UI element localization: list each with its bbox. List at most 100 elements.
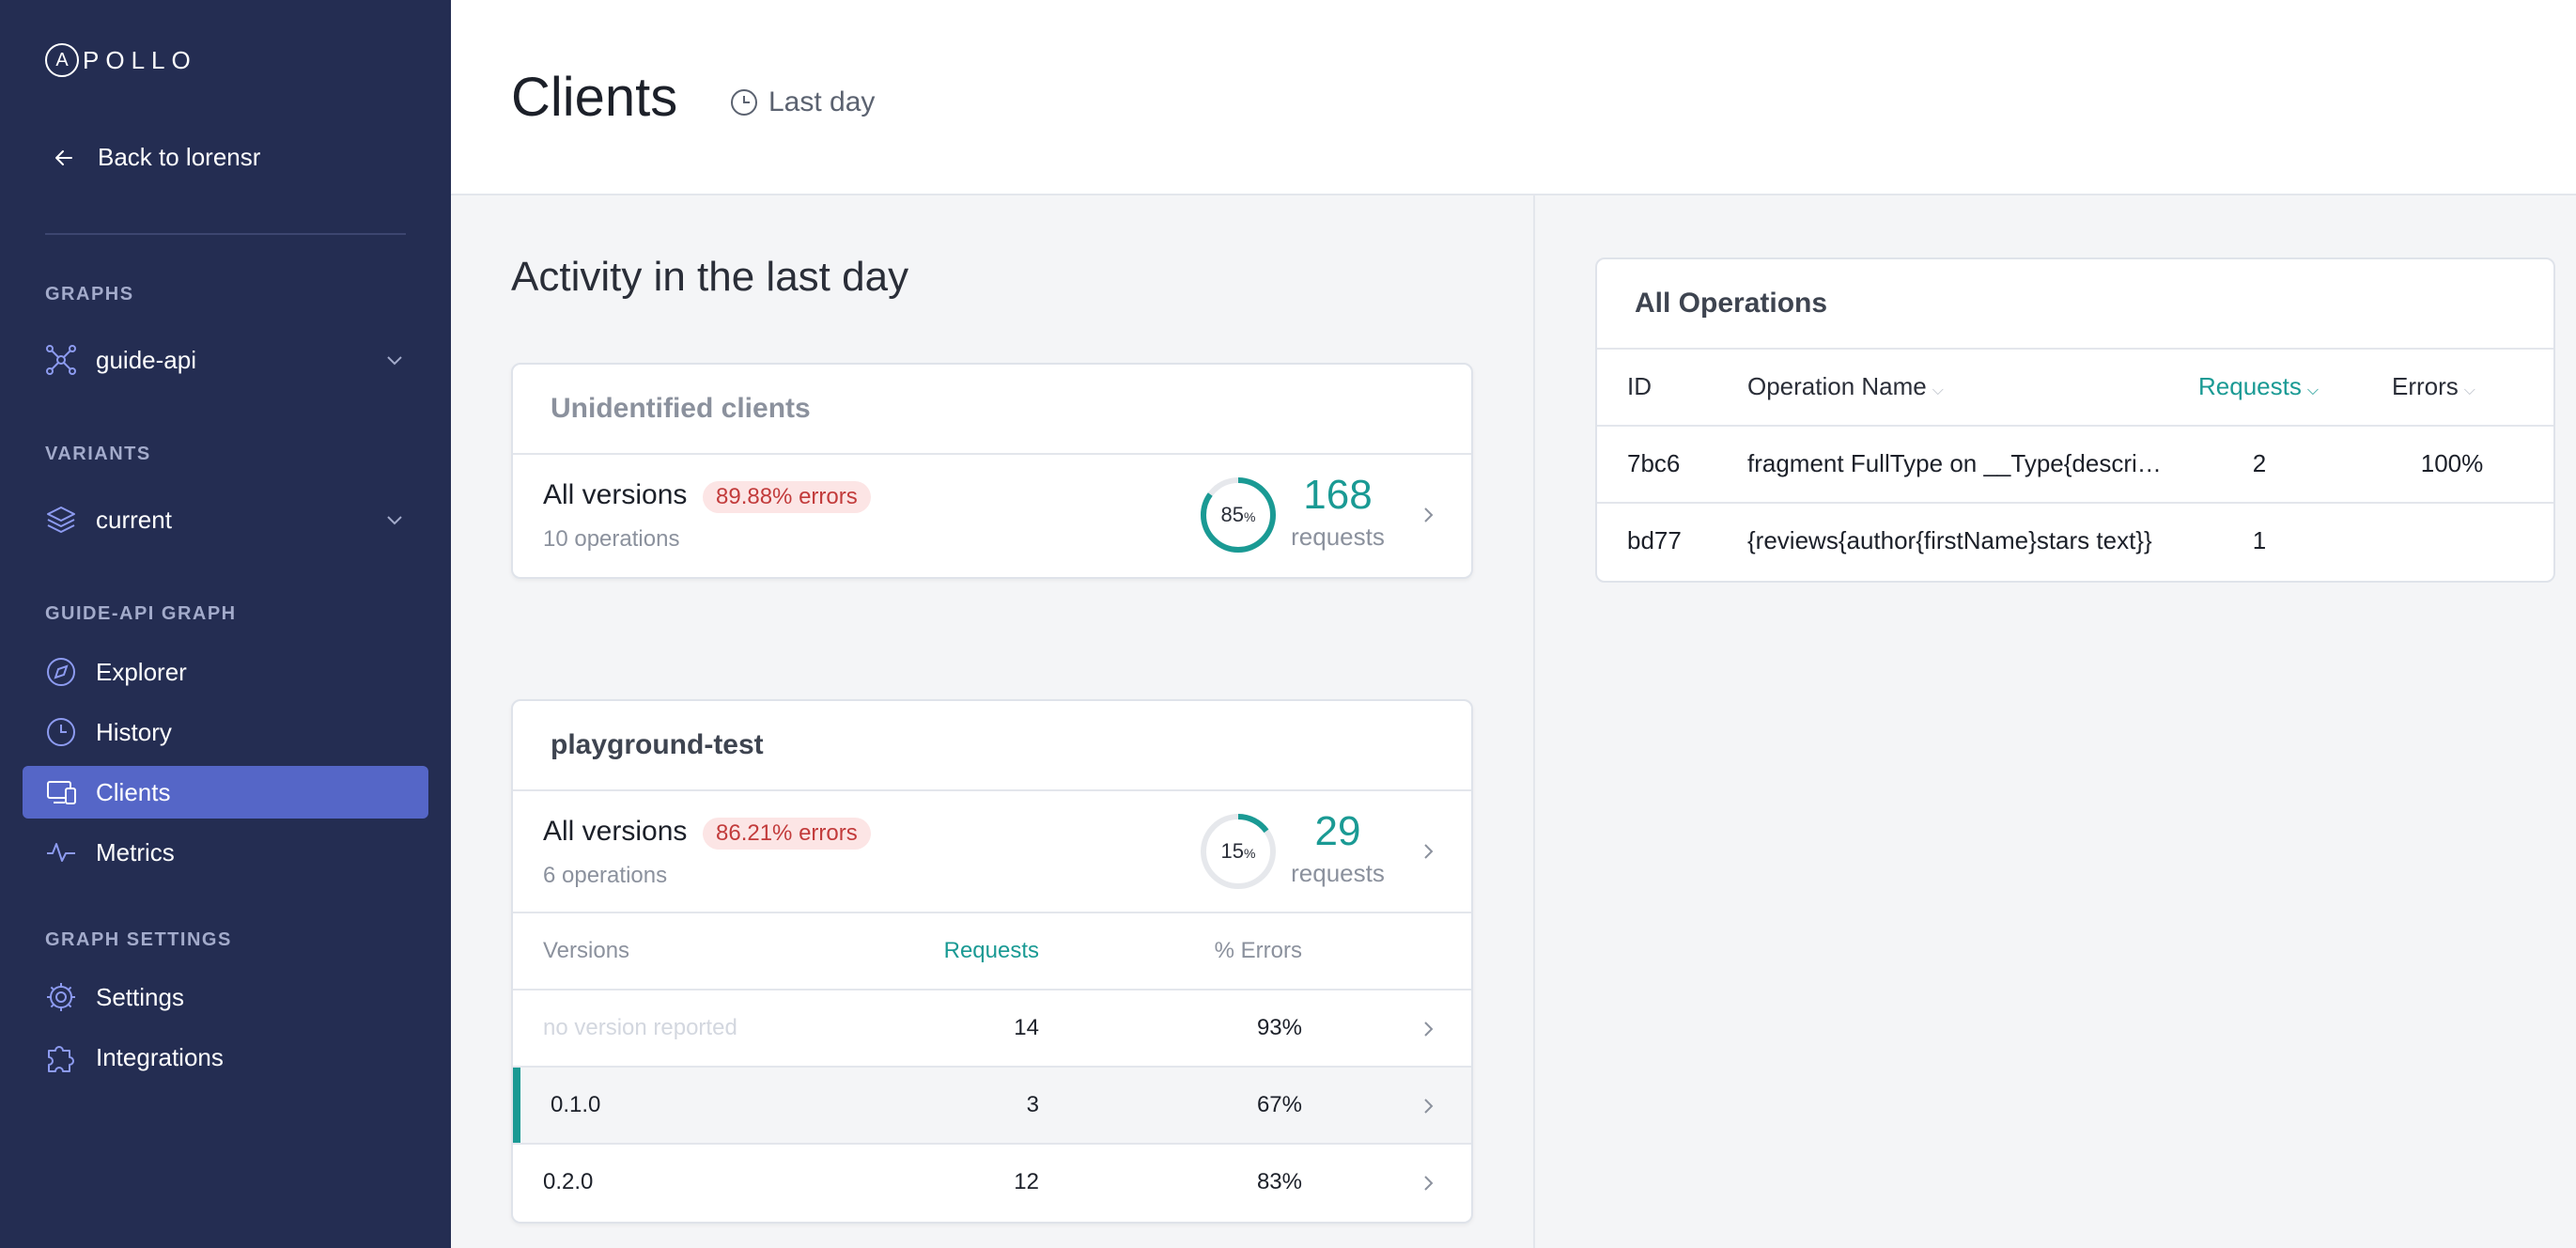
error-rate-badge: 89.88% errors: [703, 481, 871, 513]
version-errors: 93%: [1256, 1015, 1302, 1040]
column-divider: [1533, 195, 1535, 1248]
pulse-icon: [45, 836, 77, 868]
graph-section-label: GUIDE-API GRAPH: [45, 603, 237, 624]
sidebar-item-settings[interactable]: Settings: [23, 971, 428, 1023]
version-requests: 3: [1026, 1092, 1039, 1117]
client-name: playground-test: [513, 701, 1471, 791]
client-summary-row[interactable]: All versions 86.21% errors 6 operations …: [513, 791, 1471, 912]
operation-id: bd77: [1627, 526, 1682, 554]
logo-mark: A: [45, 43, 79, 77]
client-card-playground-test: playground-test All versions 86.21% erro…: [511, 699, 1473, 1224]
operation-errors: 100%: [2420, 449, 2484, 477]
version-row[interactable]: 0.2.0 12 83%: [513, 1143, 1471, 1220]
sort-caret-icon: ⌵: [2306, 382, 2319, 398]
chevron-right-icon: [1424, 1176, 1434, 1191]
chevron-down-icon: [387, 356, 402, 366]
column-header-label: Errors: [2392, 372, 2459, 400]
version-errors: 83%: [1256, 1169, 1302, 1194]
chevron-right-icon: [1424, 1022, 1434, 1037]
sidebar-item-label: Metrics: [96, 837, 175, 866]
request-share-value: 85: [1220, 503, 1245, 526]
sidebar: A POLLO Back to lorensr GRAPHS guide-api…: [0, 0, 451, 1248]
variant-name: current: [96, 505, 172, 534]
column-header-versions[interactable]: Versions: [543, 938, 630, 963]
request-share-donut: [1201, 477, 1276, 553]
apollo-logo[interactable]: A POLLO: [45, 43, 197, 77]
column-header-operation-name[interactable]: Operation Name ⌵: [1747, 372, 1944, 401]
compass-icon: [45, 656, 77, 688]
request-share-donut: [1201, 814, 1276, 889]
page-title: Clients: [511, 67, 678, 128]
graph-selector[interactable]: guide-api: [23, 334, 428, 386]
back-link[interactable]: Back to lorensr: [53, 143, 260, 172]
sort-caret-icon: ⌵: [1932, 382, 1944, 398]
sidebar-item-metrics[interactable]: Metrics: [23, 826, 428, 879]
version-requests: 12: [1014, 1169, 1039, 1194]
devices-icon: [45, 776, 77, 808]
all-operations-title: All Operations: [1597, 259, 2553, 350]
client-card-unidentified: Unidentified clients All versions 89.88%…: [511, 363, 1473, 579]
layers-icon: [45, 504, 77, 536]
sidebar-item-label: History: [96, 717, 172, 746]
request-count-label: requests: [1291, 523, 1385, 551]
sidebar-item-label: Explorer: [96, 657, 187, 686]
sidebar-item-clients[interactable]: Clients: [23, 766, 428, 819]
operation-row[interactable]: 7bc6 fragment FullType on __Type{descri……: [1597, 427, 2553, 504]
puzzle-icon: [45, 1041, 77, 1073]
sidebar-item-history[interactable]: History: [23, 706, 428, 758]
operation-name: fragment FullType on __Type{descri…: [1747, 449, 2162, 477]
sidebar-item-explorer[interactable]: Explorer: [23, 646, 428, 698]
sort-caret-icon: ⌵: [2463, 382, 2475, 398]
client-name: Unidentified clients: [513, 365, 1471, 455]
version-row[interactable]: no version reported 14 93%: [513, 989, 1471, 1066]
settings-section-label: GRAPH SETTINGS: [45, 929, 232, 950]
request-count: 29: [1314, 808, 1361, 854]
chevron-right-icon: [1424, 844, 1434, 859]
request-share-label: 15%: [1199, 812, 1278, 891]
clock-icon: [731, 89, 757, 116]
logo-text: POLLO: [83, 45, 197, 74]
operation-row[interactable]: bd77 {reviews{author{firstName}stars tex…: [1597, 504, 2553, 581]
request-share-arc: [1201, 814, 1276, 889]
section-title: Activity in the last day: [511, 254, 909, 300]
version-name: 0.1.0: [551, 1092, 601, 1117]
time-range-selector[interactable]: Last day: [729, 86, 875, 118]
column-header-requests[interactable]: Requests ⌵: [2198, 372, 2319, 401]
column-header-id[interactable]: ID: [1627, 372, 1652, 400]
column-header-label: Operation Name: [1747, 372, 1927, 400]
column-header-errors[interactable]: % Errors: [1214, 938, 1302, 963]
all-versions-label: All versions: [543, 816, 688, 847]
version-errors: 67%: [1256, 1092, 1302, 1117]
request-share-unit: %: [1244, 846, 1256, 861]
column-header-errors[interactable]: Errors ⌵: [2392, 372, 2475, 401]
operations-count: 6 operations: [543, 863, 668, 888]
variants-section-label: VARIANTS: [45, 444, 151, 464]
request-share-arc: [1201, 477, 1276, 553]
operation-name: {reviews{author{firstName}stars text}}: [1747, 526, 2152, 554]
graphs-section-label: GRAPHS: [45, 284, 134, 304]
selected-indicator: [513, 1068, 520, 1145]
request-share-unit: %: [1244, 509, 1256, 524]
sidebar-item-label: Integrations: [96, 1042, 224, 1071]
version-name: no version reported: [543, 1015, 737, 1040]
column-header-requests[interactable]: Requests: [943, 938, 1039, 963]
operation-requests: 2: [2252, 449, 2267, 477]
sidebar-item-integrations[interactable]: Integrations: [23, 1031, 428, 1084]
version-requests: 14: [1014, 1015, 1039, 1040]
variant-selector[interactable]: current: [23, 493, 428, 546]
time-range-label: Last day: [768, 86, 876, 117]
versions-table-header: Versions Requests % Errors: [513, 912, 1471, 989]
operation-requests: 1: [2252, 526, 2267, 554]
page-header: Clients Last day: [451, 0, 2576, 195]
all-operations-card: All Operations ID Operation Name ⌵ Reques…: [1595, 257, 2555, 583]
sidebar-item-label: Clients: [96, 777, 171, 806]
chevron-right-icon: [1424, 1099, 1434, 1114]
request-share-label: 85%: [1199, 476, 1278, 554]
sidebar-divider: [45, 233, 406, 235]
client-summary-row[interactable]: All versions 89.88% errors 10 operations…: [513, 455, 1471, 575]
arrow-left-icon: [55, 149, 72, 165]
clock-icon: [45, 716, 77, 748]
operation-id: 7bc6: [1627, 449, 1681, 477]
gear-icon: [45, 981, 77, 1013]
version-row-selected[interactable]: 0.1.0 3 67%: [513, 1066, 1471, 1145]
